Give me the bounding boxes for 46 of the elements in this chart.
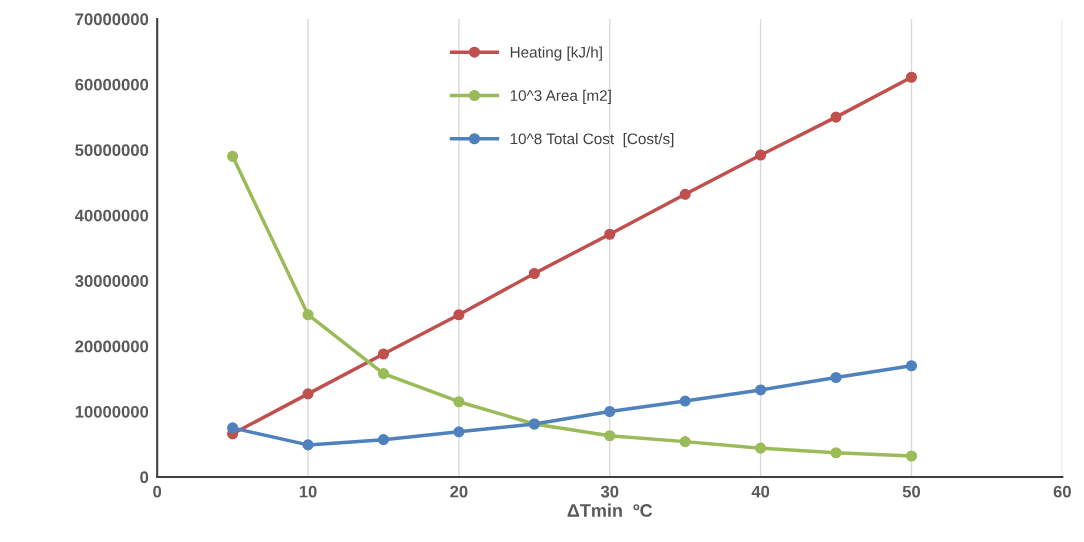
point: [227, 150, 239, 162]
point: [679, 436, 691, 448]
point: [453, 426, 465, 438]
y-tick-label: 10000000: [75, 405, 149, 418]
y-tick-label: 20000000: [75, 340, 149, 353]
point: [755, 149, 767, 161]
point: [905, 71, 918, 83]
point: [377, 368, 390, 380]
point: [604, 228, 616, 240]
point: [377, 434, 390, 446]
point: [377, 348, 390, 360]
point: [302, 439, 314, 451]
point: [905, 450, 918, 462]
point: [227, 422, 239, 434]
legend-label: 10^3 Area [m2]: [510, 89, 611, 104]
y-tick-label: 30000000: [75, 275, 149, 287]
legend-label: Heating [kJ/h]: [510, 46, 602, 61]
y-tick-label: 70000000: [75, 13, 149, 26]
x-axis-title: ΔTmin ºC: [567, 503, 653, 517]
point: [679, 395, 691, 407]
x-tick-label: 60: [1053, 485, 1071, 498]
y-tick-label: 40000000: [74, 209, 149, 222]
point: [679, 188, 691, 200]
point: [830, 447, 842, 459]
x-tick-label: 0: [153, 485, 162, 498]
x-tick-label: 50: [902, 485, 921, 498]
x-tick-label: 10: [299, 485, 317, 498]
point: [604, 405, 616, 418]
point: [755, 442, 767, 454]
x-tick-label: 40: [751, 485, 770, 498]
point: [830, 371, 842, 384]
point: [830, 111, 842, 123]
point: [604, 430, 616, 442]
x-tick-label: 20: [450, 485, 468, 498]
point: [905, 360, 918, 372]
x-tick-label: 30: [600, 485, 619, 498]
point: [528, 267, 540, 280]
point: [755, 384, 767, 396]
point: [302, 309, 314, 321]
y-tick-label: 50000000: [75, 144, 149, 157]
point: [453, 309, 465, 321]
legend-label: 10^8 Total Cost [Cost/s]: [510, 133, 674, 148]
y-tick-label: 60000000: [75, 78, 149, 91]
point: [453, 396, 465, 408]
point: [302, 388, 314, 400]
y-tick-label: 0: [140, 471, 149, 484]
